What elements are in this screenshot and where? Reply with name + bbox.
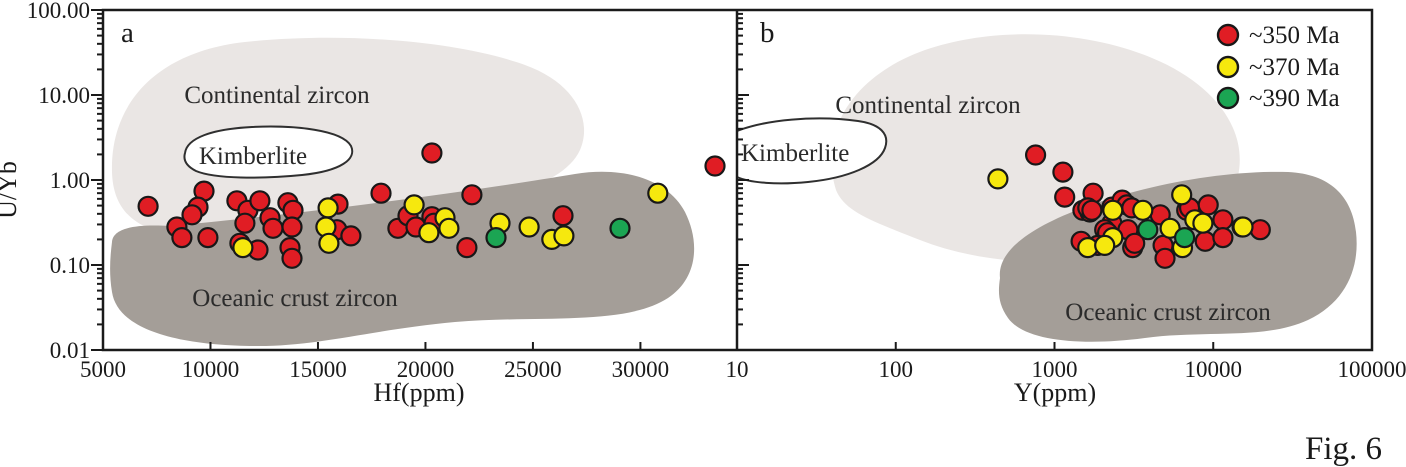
x-tick-label: 25000 <box>504 357 562 382</box>
data-point <box>262 217 284 239</box>
data-point <box>249 190 271 212</box>
data-point <box>234 212 256 234</box>
legend-marker-370ma <box>1216 55 1240 79</box>
data-point <box>232 237 254 259</box>
continental-zircon-label-b: Continental zircon <box>835 92 1021 119</box>
x-axis-label-b: Y(ppm) <box>1014 378 1096 407</box>
data-point <box>1154 247 1176 269</box>
legend-label-370ma: ~370 Ma <box>1249 54 1340 81</box>
data-point <box>281 247 303 269</box>
data-point <box>438 217 460 239</box>
data-point <box>1194 230 1216 252</box>
data-point <box>461 184 483 206</box>
data-point <box>318 232 340 254</box>
panel-a-letter: a <box>121 17 134 49</box>
x-tick-label: 20000 <box>397 357 455 382</box>
data-point <box>485 227 507 249</box>
y-tick-label: 10.00 <box>38 83 90 108</box>
data-point <box>1212 209 1234 231</box>
continental-zircon-label-a: Continental zircon <box>184 82 370 109</box>
legend-marker-350ma <box>1216 23 1240 47</box>
kimberlite-label-b: Kimberlite <box>741 140 849 167</box>
x-tick-label: 1000 <box>1032 357 1078 382</box>
oceanic-crust-zircon-label-b: Oceanic crust zircon <box>1065 299 1271 326</box>
data-point <box>1232 216 1254 238</box>
x-tick-label: 10 <box>726 357 749 382</box>
data-point <box>987 168 1009 190</box>
data-points-panel-a <box>137 142 726 269</box>
data-point <box>1054 186 1076 208</box>
data-point <box>1197 194 1219 216</box>
data-point <box>421 142 443 164</box>
y-axis-label: U/Yb <box>0 161 22 219</box>
x-tick-label: 100000 <box>1338 357 1406 382</box>
legend-marker-390ma <box>1216 86 1240 110</box>
data-point <box>137 195 159 217</box>
x-tick-label: 15000 <box>289 357 347 382</box>
data-point <box>1081 199 1103 221</box>
data-point <box>609 217 631 239</box>
x-tick-label: 5000 <box>80 357 126 382</box>
data-point <box>281 216 303 238</box>
x-axis-label-a: Hf(ppm) <box>374 378 465 407</box>
data-point <box>553 225 575 247</box>
y-tick-label: 1.00 <box>50 168 90 193</box>
data-point <box>1212 227 1234 249</box>
data-point <box>1249 219 1271 241</box>
region-kimberlite-b <box>736 117 888 185</box>
panel-b-letter: b <box>760 17 775 49</box>
x-tick-label: 100 <box>879 357 914 382</box>
data-point <box>1137 219 1159 241</box>
x-tick-label: 10000 <box>182 357 240 382</box>
figure-caption: Fig. 6 <box>1305 431 1382 467</box>
data-point <box>518 216 540 238</box>
data-point <box>1192 212 1214 234</box>
y-tick-label: 0.01 <box>50 338 90 363</box>
y-tick-label: 0.10 <box>50 253 90 278</box>
data-point <box>704 155 726 177</box>
legend: ~350 Ma ~370 Ma ~390 Ma <box>1216 22 1340 112</box>
data-point <box>370 182 392 204</box>
data-point <box>403 194 425 216</box>
region-kimberlite-a <box>183 125 354 179</box>
data-point <box>1171 184 1193 206</box>
oceanic-crust-zircon-label-a: Oceanic crust zircon <box>192 285 398 312</box>
x-tick-label: 30000 <box>612 357 670 382</box>
data-point <box>647 182 669 204</box>
data-point <box>456 237 478 259</box>
legend-label-350ma: ~350 Ma <box>1249 22 1340 49</box>
data-point <box>552 205 574 227</box>
data-point <box>171 227 193 249</box>
legend-label-390ma: ~390 Ma <box>1249 85 1340 112</box>
data-points-panel-b <box>987 144 1271 269</box>
data-point <box>1024 144 1047 166</box>
data-point <box>181 204 203 226</box>
data-point <box>1173 227 1196 249</box>
region-oceanic-crust-zircon-a <box>110 171 695 346</box>
data-point <box>1102 199 1124 221</box>
data-point <box>1132 199 1154 221</box>
kimberlite-label-a: Kimberlite <box>199 143 307 170</box>
data-point <box>418 222 440 244</box>
data-point <box>340 225 362 247</box>
data-point <box>197 227 219 249</box>
data-point <box>1124 232 1146 254</box>
x-tick-label: 10000 <box>1185 357 1243 382</box>
data-point <box>1094 234 1116 256</box>
data-point <box>1052 161 1074 183</box>
y-tick-label: 100.00 <box>27 0 90 23</box>
data-point <box>317 197 339 219</box>
